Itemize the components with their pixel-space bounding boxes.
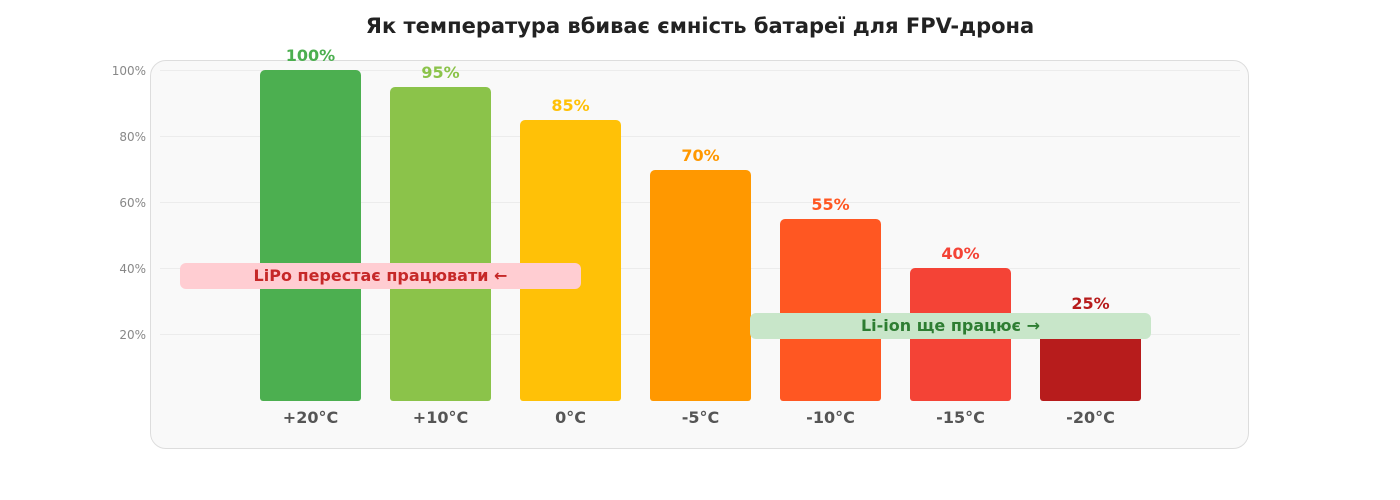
gridline-100 <box>160 70 1240 71</box>
x-tick-label: +20°C <box>282 408 339 427</box>
x-tick-label: +10°C <box>412 408 469 427</box>
lipo-annotation: LiPo перестає працювати ← <box>180 263 581 289</box>
bar-0 <box>520 120 621 401</box>
x-tick-label: -20°C <box>1066 408 1115 427</box>
y-tick-label: 40% <box>119 262 146 276</box>
y-tick-label: 80% <box>119 130 146 144</box>
y-tick-label: 20% <box>119 328 146 342</box>
x-tick-label: -15°C <box>936 408 985 427</box>
bar-value-label: 55% <box>811 195 850 214</box>
gridline-80 <box>160 136 1240 137</box>
x-tick-label: -10°C <box>806 408 855 427</box>
bar-plus10 <box>390 87 491 401</box>
liion-annotation: Li-ion ще працює → <box>750 313 1151 339</box>
bar-value-label: 85% <box>551 96 590 115</box>
bar-value-label: 100% <box>285 46 336 65</box>
bar-minus5 <box>650 170 751 401</box>
bar-value-label: 40% <box>941 244 980 263</box>
bar-value-label: 25% <box>1071 294 1110 313</box>
x-tick-label: 0°C <box>555 408 586 427</box>
bar-value-label: 95% <box>421 63 460 82</box>
y-tick-label: 100% <box>111 64 146 78</box>
y-tick-label: 60% <box>119 196 146 210</box>
bar-value-label: 70% <box>681 146 720 165</box>
x-tick-label: -5°C <box>681 408 720 427</box>
bar-minus10 <box>780 219 881 401</box>
bar-plus20 <box>260 70 361 401</box>
chart-title: Як температура вбиває ємність батареї дл… <box>365 14 1035 38</box>
